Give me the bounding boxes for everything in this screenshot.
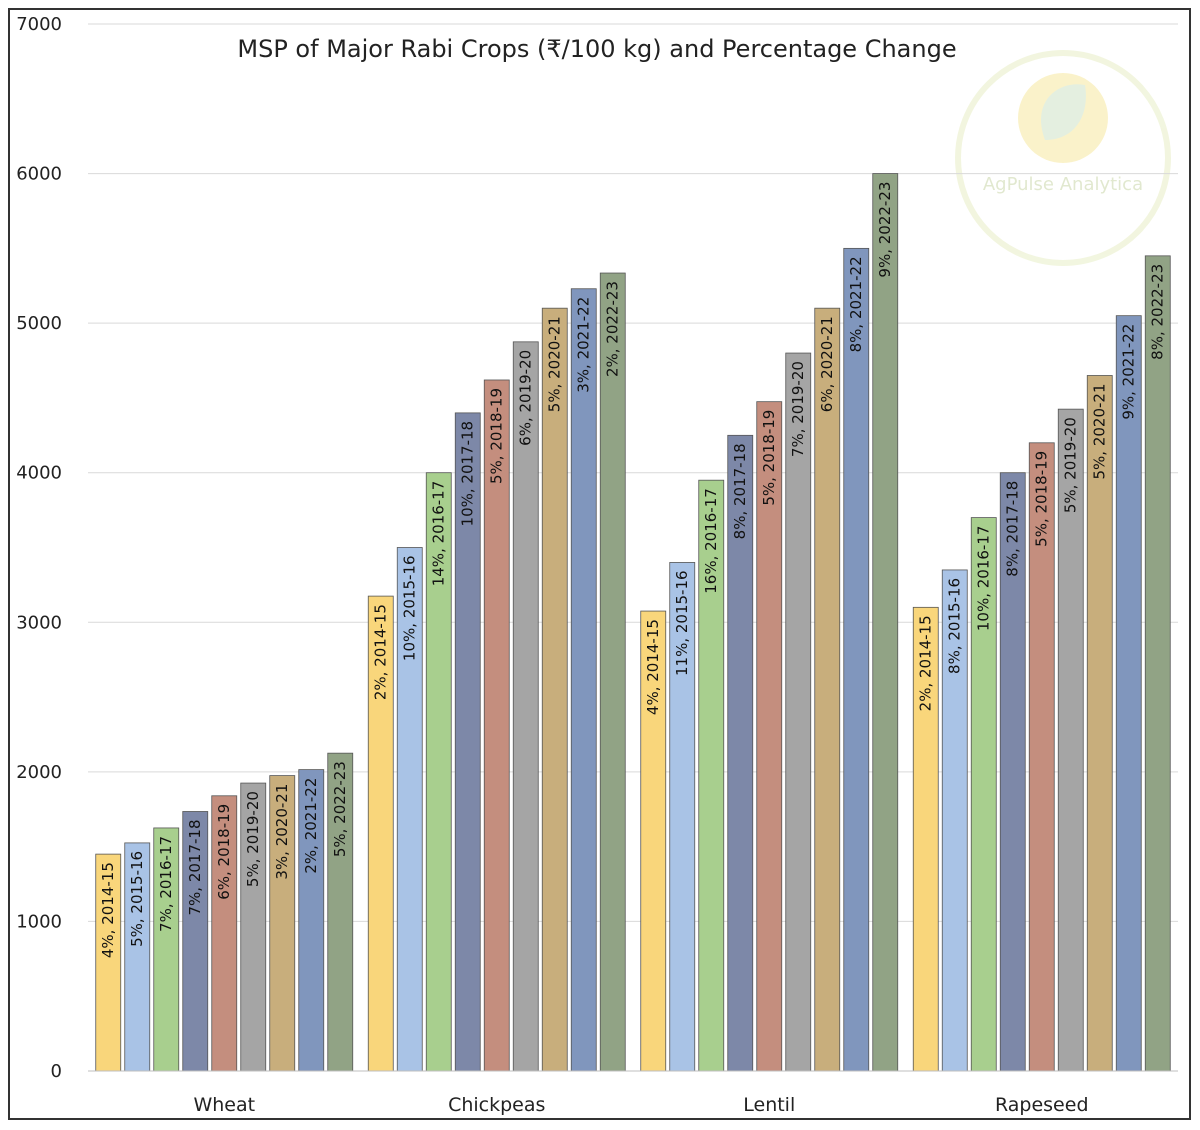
bar-data-label: 10%, 2017-18 [458,421,476,527]
x-category-label: Chickpeas [448,1094,545,1116]
bar [970,517,997,1072]
bar [483,379,510,1072]
bar-data-label: 5%, 2019-20 [1061,417,1079,513]
bar-data-label: 5%, 2018-19 [487,388,505,484]
bar-data-label: 5%, 2015-16 [128,851,146,947]
bar-data-label: 5%, 2020-21 [1090,383,1108,479]
bar [698,479,725,1072]
bar-data-label: 14%, 2016-17 [429,481,447,587]
bar-data-label: 8%, 2022-23 [1148,264,1166,360]
bar-data-label: 11%, 2015-16 [673,570,691,676]
bar [182,811,209,1072]
bar [1115,315,1142,1072]
bar-data-label: 10%, 2015-16 [400,556,418,662]
bar [999,472,1026,1072]
bar-data-label: 4%, 2014-15 [99,862,117,958]
bar-data-label: 6%, 2018-19 [215,804,233,900]
bar-data-label: 7%, 2019-20 [789,361,807,457]
bar-data-label: 10%, 2016-17 [974,526,992,632]
x-category-label: Wheat [193,1094,255,1116]
bar [785,352,812,1072]
bar [367,595,394,1072]
bar [124,842,151,1072]
bar-data-label: 5%, 2020-21 [545,316,563,412]
bar-data-label: 9%, 2022-23 [876,182,894,278]
bar [396,547,423,1072]
bar-data-label: 2%, 2014-15 [916,615,934,711]
bar [599,272,626,1072]
bar [240,782,267,1072]
bar [95,853,122,1072]
bar-data-label: 8%, 2017-18 [731,443,749,539]
bar-labels-group: 4%, 2014-15 5%, 2015-16 7%, 2016-17 7%, 201… [99,182,1167,959]
bar [1144,255,1171,1072]
y-tick-label: 2000 [16,762,62,783]
bar [640,610,667,1072]
bar-data-label: 5%, 2022-23 [331,761,349,857]
bar-data-label: 6%, 2019-20 [516,350,534,446]
y-tick-label: 5000 [16,313,62,334]
bar [298,769,325,1072]
y-axis: 0 1000 2000 3000 4000 5000 6000 7000 [16,14,62,1082]
bar-data-label: 7%, 2016-17 [157,836,175,932]
bar [269,775,296,1072]
watermark-ring [955,50,1171,266]
x-category-label: Lentil [743,1094,795,1116]
watermark-text: AgPulse Analytica [983,174,1143,195]
bar [512,341,539,1072]
watermark-logo: AgPulse Analytica [955,50,1171,266]
bar [912,606,939,1072]
x-category-label: Rapeseed [995,1094,1089,1116]
bar [872,173,899,1072]
bar [814,307,841,1072]
bar-data-label: 8%, 2021-22 [847,256,865,352]
bar [570,288,597,1072]
y-tick-label: 1000 [16,911,62,932]
bar [727,434,754,1072]
leaf-icon [1040,84,1086,140]
bar-data-label: 16%, 2016-17 [702,488,720,594]
bar-data-label: 7%, 2017-18 [186,819,204,915]
bar-data-label: 2%, 2021-22 [302,778,320,874]
bar [327,752,354,1072]
bar-data-label: 4%, 2014-15 [644,619,662,715]
bar-data-label: 8%, 2015-16 [945,578,963,674]
bar [756,401,783,1072]
bar-data-label: 8%, 2017-18 [1003,481,1021,577]
bar-data-label: 2%, 2014-15 [371,604,389,700]
bar-data-label: 5%, 2018-19 [760,410,778,506]
bar-data-label: 6%, 2020-21 [818,316,836,412]
bar [669,562,696,1072]
bar-data-label: 3%, 2021-22 [574,297,592,393]
bar-data-label: 2%, 2022-23 [603,281,621,377]
bar-data-label: 9%, 2021-22 [1119,324,1137,420]
y-tick-label: 0 [51,1061,62,1082]
bar [843,247,870,1072]
bar-data-label: 3%, 2020-21 [273,784,291,880]
bar [941,569,968,1072]
bar [454,412,481,1072]
x-axis: Wheat Chickpeas Lentil Rapeseed [88,1070,1178,1116]
chart-title: MSP of Major Rabi Crops (₹/100 kg) and P… [237,35,956,63]
y-tick-label: 3000 [16,612,62,633]
bar-data-label: 5%, 2019-20 [244,791,262,887]
bar [153,827,180,1072]
y-tick-label: 4000 [16,463,62,484]
y-tick-label: 6000 [16,164,62,185]
y-tick-label: 7000 [16,14,62,35]
bar [1057,408,1084,1072]
bar-data-label: 5%, 2018-19 [1032,451,1050,547]
bar [425,472,452,1072]
bar [541,307,568,1072]
